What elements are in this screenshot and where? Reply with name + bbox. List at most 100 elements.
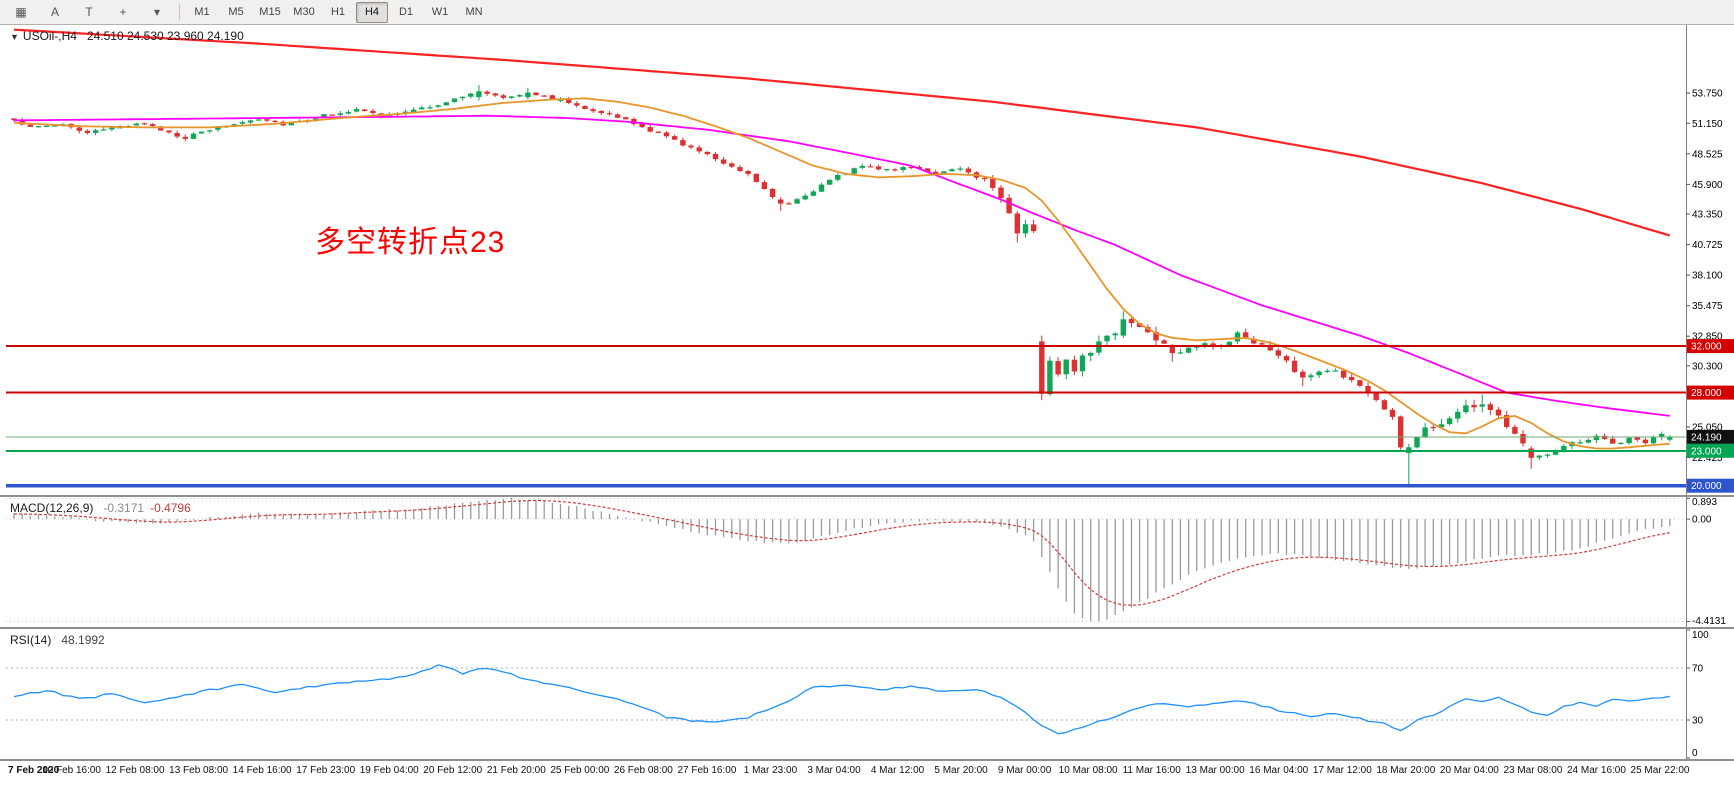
price-tick-label: 32.850 xyxy=(1692,332,1723,343)
time-label: 10 Mar 08:00 xyxy=(1058,765,1118,776)
macd-main-value: -0.3171 xyxy=(103,501,145,515)
tools-dropdown-caret-icon[interactable]: ▾ xyxy=(153,5,161,19)
price-tick-label: 40.725 xyxy=(1692,240,1723,251)
time-label: 25 Feb 00:00 xyxy=(550,765,610,776)
text-tool[interactable]: T xyxy=(85,5,93,19)
toolbar-separator xyxy=(179,4,180,20)
price-badge-label: 24.190 xyxy=(1691,432,1722,443)
rsi-tick-label: 30 xyxy=(1692,716,1704,727)
tf-button-m15[interactable]: M15 xyxy=(259,6,281,18)
time-label: 26 Feb 08:00 xyxy=(613,765,673,776)
time-label: 13 Feb 08:00 xyxy=(169,765,229,776)
time-label: 20 Feb 12:00 xyxy=(423,765,483,776)
rsi-label: RSI(14) xyxy=(10,633,52,647)
chart-annotation-text[interactable]: 多空转折点23 xyxy=(315,226,506,259)
price-badge xyxy=(1687,429,1734,444)
macd-tick-label: 0.893 xyxy=(1692,497,1717,508)
toolbar: ▦ A T + ▾ M1 M5 M15 M30 H1 H4 D1 W1 MN xyxy=(0,0,1734,25)
tf-button-d1[interactable]: D1 xyxy=(398,6,414,18)
chart-menu-caret-icon[interactable]: ▼ xyxy=(10,32,19,42)
tf-button-m1[interactable]: M1 xyxy=(194,6,210,18)
price-badge xyxy=(1687,385,1734,400)
price-badge xyxy=(1687,478,1734,493)
tf-button-m5[interactable]: M5 xyxy=(228,6,244,18)
symbol-header: ▼ USOil-,H4 24.510 24.530 23.960 24.190 xyxy=(10,29,244,43)
price-badge-label: 28.000 xyxy=(1691,388,1722,399)
time-label: 18 Mar 20:00 xyxy=(1376,765,1436,776)
rsi-tick-label: 0 xyxy=(1692,748,1698,759)
rsi-chart-canvas[interactable]: 100 70 30 0 xyxy=(0,629,1734,759)
time-label: 16 Mar 04:00 xyxy=(1249,765,1309,776)
price-badge xyxy=(1687,443,1734,458)
time-label: 23 Mar 08:00 xyxy=(1503,765,1563,776)
macd-signal-line xyxy=(13,499,1670,606)
price-badge-label: 32.000 xyxy=(1691,342,1722,353)
rsi-indicator-panel: 100 70 30 0 RSI(14) 48.1992 xyxy=(0,629,1734,761)
macd-indicator-panel: 0.893 0.00 -4.4131 MACD(12,26,9) -0.3171 -0.… xyxy=(0,497,1734,629)
price-chart-panel: 53.750 51.150 48.525 45.900 43.350 40.725 38.1… xyxy=(0,25,1734,497)
rsi-tick-label: 70 xyxy=(1692,664,1704,675)
ma-slow-red xyxy=(13,28,1671,237)
time-label: 9 Mar 00:00 xyxy=(997,765,1052,776)
time-label: 13 Mar 00:00 xyxy=(1185,765,1245,776)
time-label: 24 Mar 16:00 xyxy=(1566,765,1626,776)
rsi-line xyxy=(13,664,1670,735)
price-tick-label: 30.300 xyxy=(1692,361,1723,372)
time-label: 3 Mar 04:00 xyxy=(807,765,861,776)
crosshair-tool[interactable]: + xyxy=(119,5,127,19)
macd-tick-label: -4.4131 xyxy=(1692,616,1726,627)
price-tick-label: 45.900 xyxy=(1692,180,1723,191)
tf-button-h4[interactable]: H4 xyxy=(356,1,388,23)
market-watch-grid-icon[interactable]: ▦ xyxy=(15,5,27,19)
time-label: 7 Feb 2020 xyxy=(8,765,60,776)
price-badge-label: 20.000 xyxy=(1691,481,1722,492)
time-label: 4 Mar 12:00 xyxy=(870,765,925,776)
time-label: 25 Mar 22:00 xyxy=(1630,765,1690,776)
price-tick-label: 53.750 xyxy=(1692,89,1723,100)
ma-mid-magenta xyxy=(13,114,1670,417)
price-badge xyxy=(1687,339,1734,354)
macd-signal-value: -0.4796 xyxy=(150,501,191,515)
chart-window: 53.750 51.150 48.525 45.900 43.350 40.725 38.1… xyxy=(0,25,1734,761)
time-label: 19 Feb 04:00 xyxy=(359,765,419,776)
tf-button-h1[interactable]: H1 xyxy=(330,6,346,18)
rsi-header: RSI(14) 48.1992 xyxy=(10,633,105,647)
time-label: 20 Mar 04:00 xyxy=(1439,765,1499,776)
time-label: 27 Feb 16:00 xyxy=(677,765,737,776)
main-chart-canvas[interactable]: 53.750 51.150 48.525 45.900 43.350 40.725 38.1… xyxy=(0,25,1734,495)
time-axis[interactable]: 7 Feb 2020 10 Feb 16:00 12 Feb 08:00 13 Feb… xyxy=(0,761,1734,786)
symbol-label: USOil-,H4 xyxy=(22,29,77,43)
macd-tick-label: 0.00 xyxy=(1692,515,1712,526)
time-label: 17 Mar 12:00 xyxy=(1312,765,1372,776)
toolbar-tools-group: ▦ A T + ▾ xyxy=(4,2,174,23)
macd-label: MACD(12,26,9) xyxy=(10,501,94,515)
ma-fast-orange xyxy=(13,97,1670,450)
time-label: 12 Feb 08:00 xyxy=(105,765,165,776)
time-label: 14 Feb 16:00 xyxy=(232,765,292,776)
macd-header: MACD(12,26,9) -0.3171 -0.4796 xyxy=(10,501,191,515)
price-badge-label: 23.000 xyxy=(1691,446,1722,457)
macd-chart-canvas[interactable]: 0.893 0.00 -4.4131 xyxy=(0,497,1734,627)
price-tick-label: 35.475 xyxy=(1692,301,1723,312)
rsi-value: 48.1992 xyxy=(61,633,105,647)
macd-histogram xyxy=(13,497,1671,622)
timeframe-buttons-group: M1 M5 M15 M30 H1 H4 D1 W1 MN xyxy=(185,1,491,23)
ohlc-values: 24.510 24.530 23.960 24.190 xyxy=(86,29,244,43)
tf-button-mn[interactable]: MN xyxy=(465,6,483,18)
time-label: 17 Feb 23:00 xyxy=(296,765,356,776)
time-label: 21 Feb 20:00 xyxy=(486,765,546,776)
time-label: 1 Mar 23:00 xyxy=(743,765,798,776)
price-tick-label: 43.350 xyxy=(1692,210,1723,221)
time-label: 5 Mar 20:00 xyxy=(934,765,988,776)
time-label: 11 Mar 16:00 xyxy=(1122,765,1181,776)
time-label: 10 Feb 16:00 xyxy=(42,765,101,776)
price-tick-label: 38.100 xyxy=(1692,271,1723,282)
price-tick-label: 51.150 xyxy=(1692,119,1723,130)
tf-button-m30[interactable]: M30 xyxy=(293,6,315,18)
rsi-tick-label: 100 xyxy=(1692,630,1709,641)
tf-button-w1[interactable]: W1 xyxy=(431,6,449,18)
price-tick-label: 22.425 xyxy=(1692,453,1723,464)
price-tick-label: 48.525 xyxy=(1692,149,1723,160)
cursor-tool[interactable]: A xyxy=(50,5,59,19)
price-tick-label: 25.050 xyxy=(1692,422,1723,433)
